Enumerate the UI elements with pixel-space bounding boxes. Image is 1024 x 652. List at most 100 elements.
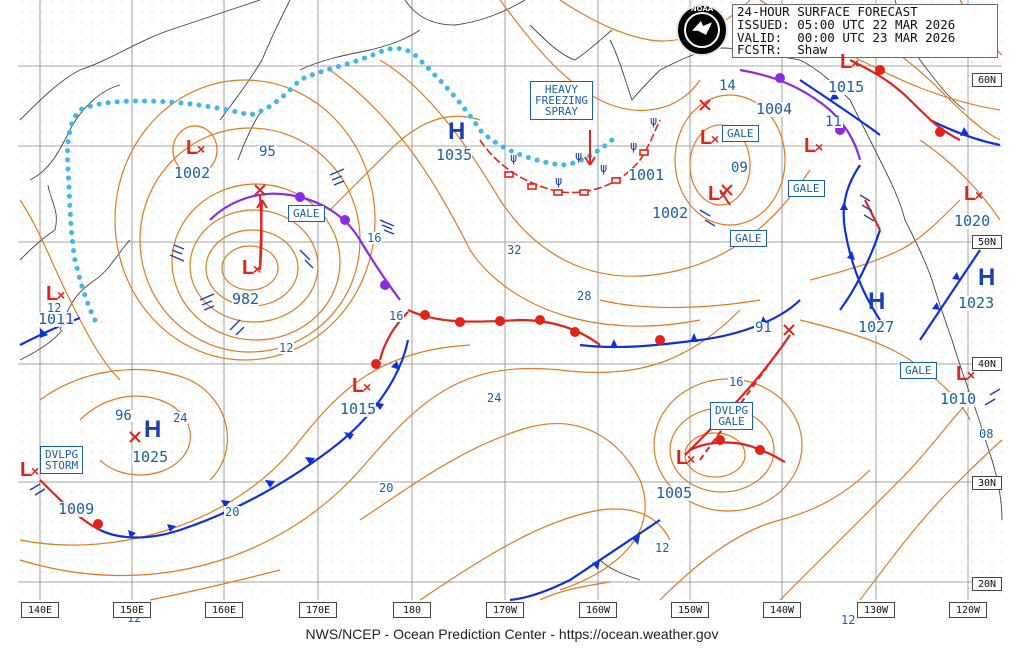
- warning-gale: GALE: [788, 180, 825, 197]
- latitude-label: 30N: [972, 476, 1002, 490]
- low-pressure: 1015: [828, 78, 865, 96]
- longitude-label: 170W: [486, 602, 524, 618]
- low-center: L: [700, 128, 720, 149]
- isobar-label: 20: [378, 481, 395, 495]
- isobar-label: 95: [258, 144, 277, 160]
- isobar-label: 12: [840, 613, 857, 627]
- longitude-label: 150W: [671, 602, 709, 618]
- svg-text:ψ: ψ: [555, 174, 562, 188]
- forecast-header: 24-HOUR SURFACE FORECAST ISSUED: 05:00 UT…: [732, 4, 998, 58]
- svg-text:ψ: ψ: [630, 139, 637, 153]
- wind-barbs: [29, 168, 1001, 496]
- longitude-label: 140E: [21, 602, 59, 618]
- isobar-label: 16: [388, 309, 405, 323]
- noaa-logo-text: NOAA: [690, 5, 714, 13]
- noaa-logo: NOAA: [676, 4, 728, 56]
- isobar-label: 28: [576, 289, 593, 303]
- longitude-label: 180: [393, 602, 431, 618]
- storm-tracks: [256, 130, 791, 461]
- high-center: H: [144, 416, 162, 443]
- low-center: L: [20, 460, 40, 481]
- low-pressure: 1005: [656, 484, 693, 502]
- high-center: H: [448, 118, 466, 145]
- warning-gale: GALE: [730, 230, 767, 247]
- occluded-fronts: [209, 68, 862, 301]
- low-pressure: 1010: [940, 390, 977, 408]
- high-pressure: 1035: [436, 146, 473, 164]
- low-center: L: [840, 52, 860, 73]
- lat-lon-grid: [18, 0, 1002, 600]
- low-pressure: 1011: [38, 310, 75, 328]
- low-pressure: 1020: [954, 212, 991, 230]
- isobar-label: 32: [506, 243, 523, 257]
- isobar-label: 20: [224, 505, 241, 519]
- high-center: H: [978, 264, 996, 291]
- low-center: L: [242, 258, 262, 279]
- header-forecaster: FCSTR: Shaw: [737, 42, 828, 58]
- source-credit: NWS/NCEP - Ocean Prediction Center - htt…: [305, 626, 719, 642]
- low-center: L: [186, 138, 206, 159]
- low-pressure: 982: [232, 290, 260, 308]
- longitude-label: 160W: [579, 602, 617, 618]
- latitude-label: 20N: [972, 577, 1002, 591]
- high-pressure: 1027: [858, 318, 895, 336]
- isobar-label: 11: [824, 114, 843, 130]
- low-pressure: 1009: [58, 500, 95, 518]
- longitude-label: 150E: [113, 602, 151, 618]
- latitude-label: 60N: [972, 73, 1002, 87]
- isobar-label: 16: [728, 375, 745, 389]
- cold-front-barbs: [40, 91, 969, 570]
- header-title: 24-HOUR SURFACE FORECAST: [737, 4, 918, 19]
- low-center: L: [804, 136, 824, 157]
- warning-gale: GALE: [900, 362, 937, 379]
- low-center: L: [708, 184, 728, 205]
- low-pressure: 1015: [340, 400, 377, 418]
- forecast-x-markers: [129, 99, 795, 443]
- isobar-label: 12: [654, 541, 671, 555]
- low-pressure: 1002: [652, 204, 689, 222]
- warning-dvlpg-storm: DVLPG STORM: [40, 446, 84, 474]
- low-center: L: [352, 376, 372, 397]
- high-pressure: 1025: [132, 448, 169, 466]
- longitude-label: 160E: [205, 602, 243, 618]
- svg-text:ψ: ψ: [575, 149, 582, 163]
- occluded-symbols: [295, 73, 845, 290]
- isobar-label: 12: [46, 301, 63, 315]
- isobar-label: 24: [172, 411, 189, 425]
- low-center: L: [964, 184, 984, 205]
- longitude-label: 170E: [299, 602, 337, 618]
- latitude-label: 40N: [972, 357, 1002, 371]
- isobar-label: 24: [486, 391, 503, 405]
- isobar-label: 96: [114, 408, 133, 424]
- warning-gale: GALE: [722, 125, 759, 142]
- longitude-label: 140W: [763, 602, 801, 618]
- isobar-label: 08: [978, 427, 995, 441]
- high-center: H: [868, 288, 886, 315]
- warning-heavy-freezing-spray: HEAVY FREEZING SPRAY: [530, 81, 593, 120]
- header-valid: VALID: 00:00 UTC 23 MAR 2026: [737, 29, 956, 45]
- svg-text:ψ: ψ: [510, 151, 517, 165]
- isobar-label: 91: [754, 320, 773, 336]
- longitude-label: 120W: [949, 602, 987, 618]
- latitude-label: 50N: [972, 235, 1002, 249]
- freezing-spray-chain: [479, 119, 661, 196]
- low-pressure: 1004: [756, 100, 793, 118]
- svg-text:ψ: ψ: [650, 114, 657, 128]
- longitude-label: 130W: [857, 602, 895, 618]
- isobar-label: 14: [718, 78, 737, 94]
- low-center: L: [956, 364, 976, 385]
- low-center: L: [676, 448, 696, 469]
- low-pressure: 1001: [628, 166, 665, 184]
- isobar-label: 09: [730, 160, 749, 176]
- header-issued: ISSUED: 05:00 UTC 22 MAR 2026: [737, 16, 956, 32]
- isobar-label: 16: [366, 231, 383, 245]
- low-center: L: [46, 284, 66, 305]
- high-pressure: 1023: [958, 294, 995, 312]
- warm-front-bulbs: [93, 65, 945, 529]
- isobar-label: 12: [278, 341, 295, 355]
- freezing-spray-symbols: ψψψ ψψψ: [510, 114, 657, 188]
- warning-gale: GALE: [288, 205, 325, 222]
- warning-dvlpg-gale: DVLPG GALE: [710, 402, 754, 430]
